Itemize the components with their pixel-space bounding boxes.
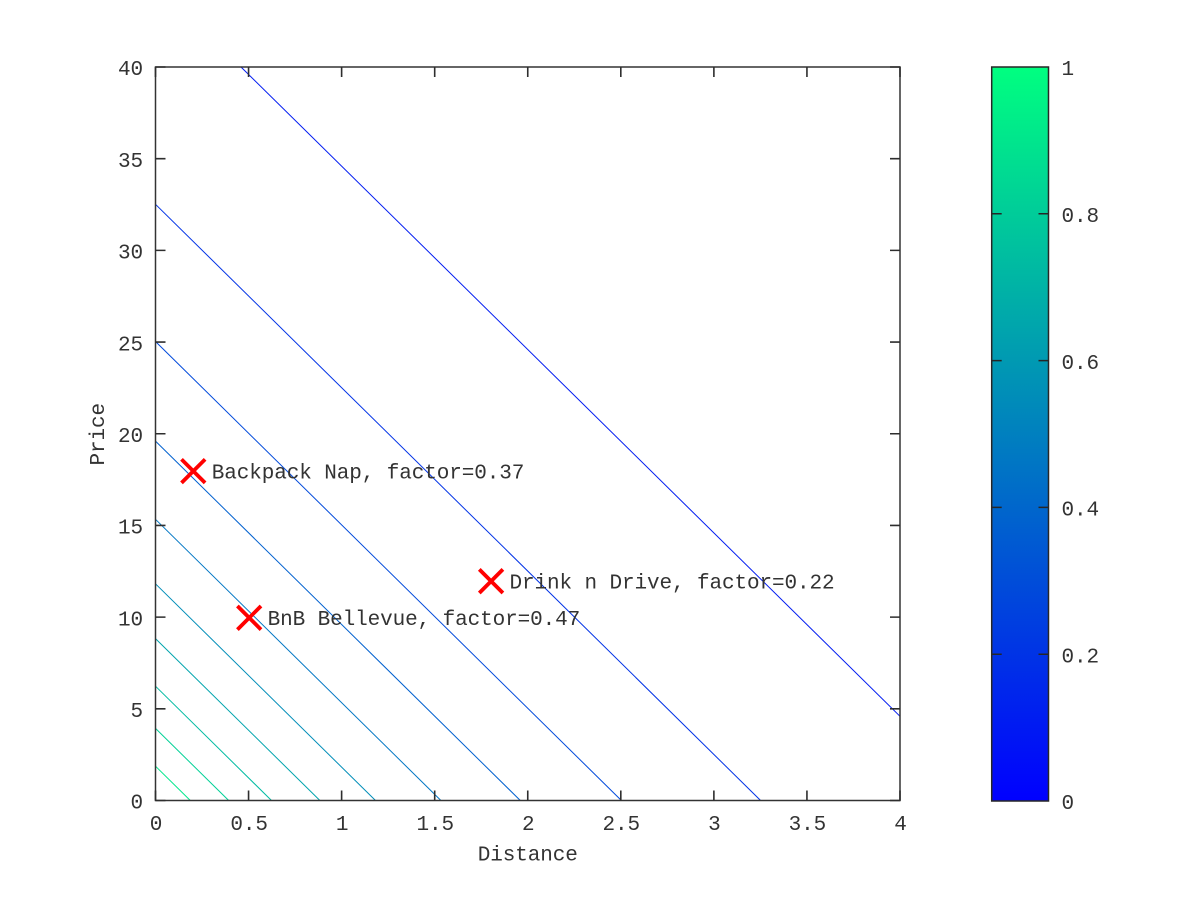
- svg-text:0.8: 0.8: [1062, 206, 1100, 229]
- svg-text:1: 1: [336, 814, 349, 837]
- svg-text:2: 2: [522, 814, 535, 837]
- svg-text:0.4: 0.4: [1062, 500, 1100, 523]
- svg-text:1: 1: [1062, 59, 1075, 82]
- svg-text:Drink n Drive, factor=0.22: Drink n Drive, factor=0.22: [510, 573, 835, 596]
- svg-text:0.6: 0.6: [1062, 353, 1100, 376]
- svg-text:5: 5: [130, 701, 143, 724]
- svg-text:0.2: 0.2: [1062, 646, 1100, 669]
- svg-text:1.5: 1.5: [416, 814, 454, 837]
- svg-text:30: 30: [118, 243, 143, 266]
- svg-text:0.5: 0.5: [230, 814, 268, 837]
- svg-text:10: 10: [118, 609, 143, 632]
- svg-text:BnB Bellevue, factor=0.47: BnB Bellevue, factor=0.47: [268, 609, 581, 632]
- svg-text:3.5: 3.5: [789, 814, 827, 837]
- svg-text:35: 35: [118, 151, 143, 174]
- svg-text:4: 4: [894, 814, 907, 837]
- svg-text:0: 0: [1062, 793, 1075, 816]
- svg-text:15: 15: [118, 518, 143, 541]
- svg-text:2.5: 2.5: [603, 814, 641, 837]
- svg-text:Price: Price: [88, 403, 111, 466]
- svg-text:Backpack Nap, factor=0.37: Backpack Nap, factor=0.37: [212, 462, 525, 485]
- svg-text:3: 3: [708, 814, 721, 837]
- svg-text:25: 25: [118, 334, 143, 357]
- svg-text:Distance: Distance: [478, 845, 578, 868]
- svg-text:20: 20: [118, 426, 143, 449]
- svg-text:0: 0: [150, 814, 163, 837]
- svg-text:40: 40: [118, 59, 143, 82]
- svg-text:0: 0: [130, 793, 143, 816]
